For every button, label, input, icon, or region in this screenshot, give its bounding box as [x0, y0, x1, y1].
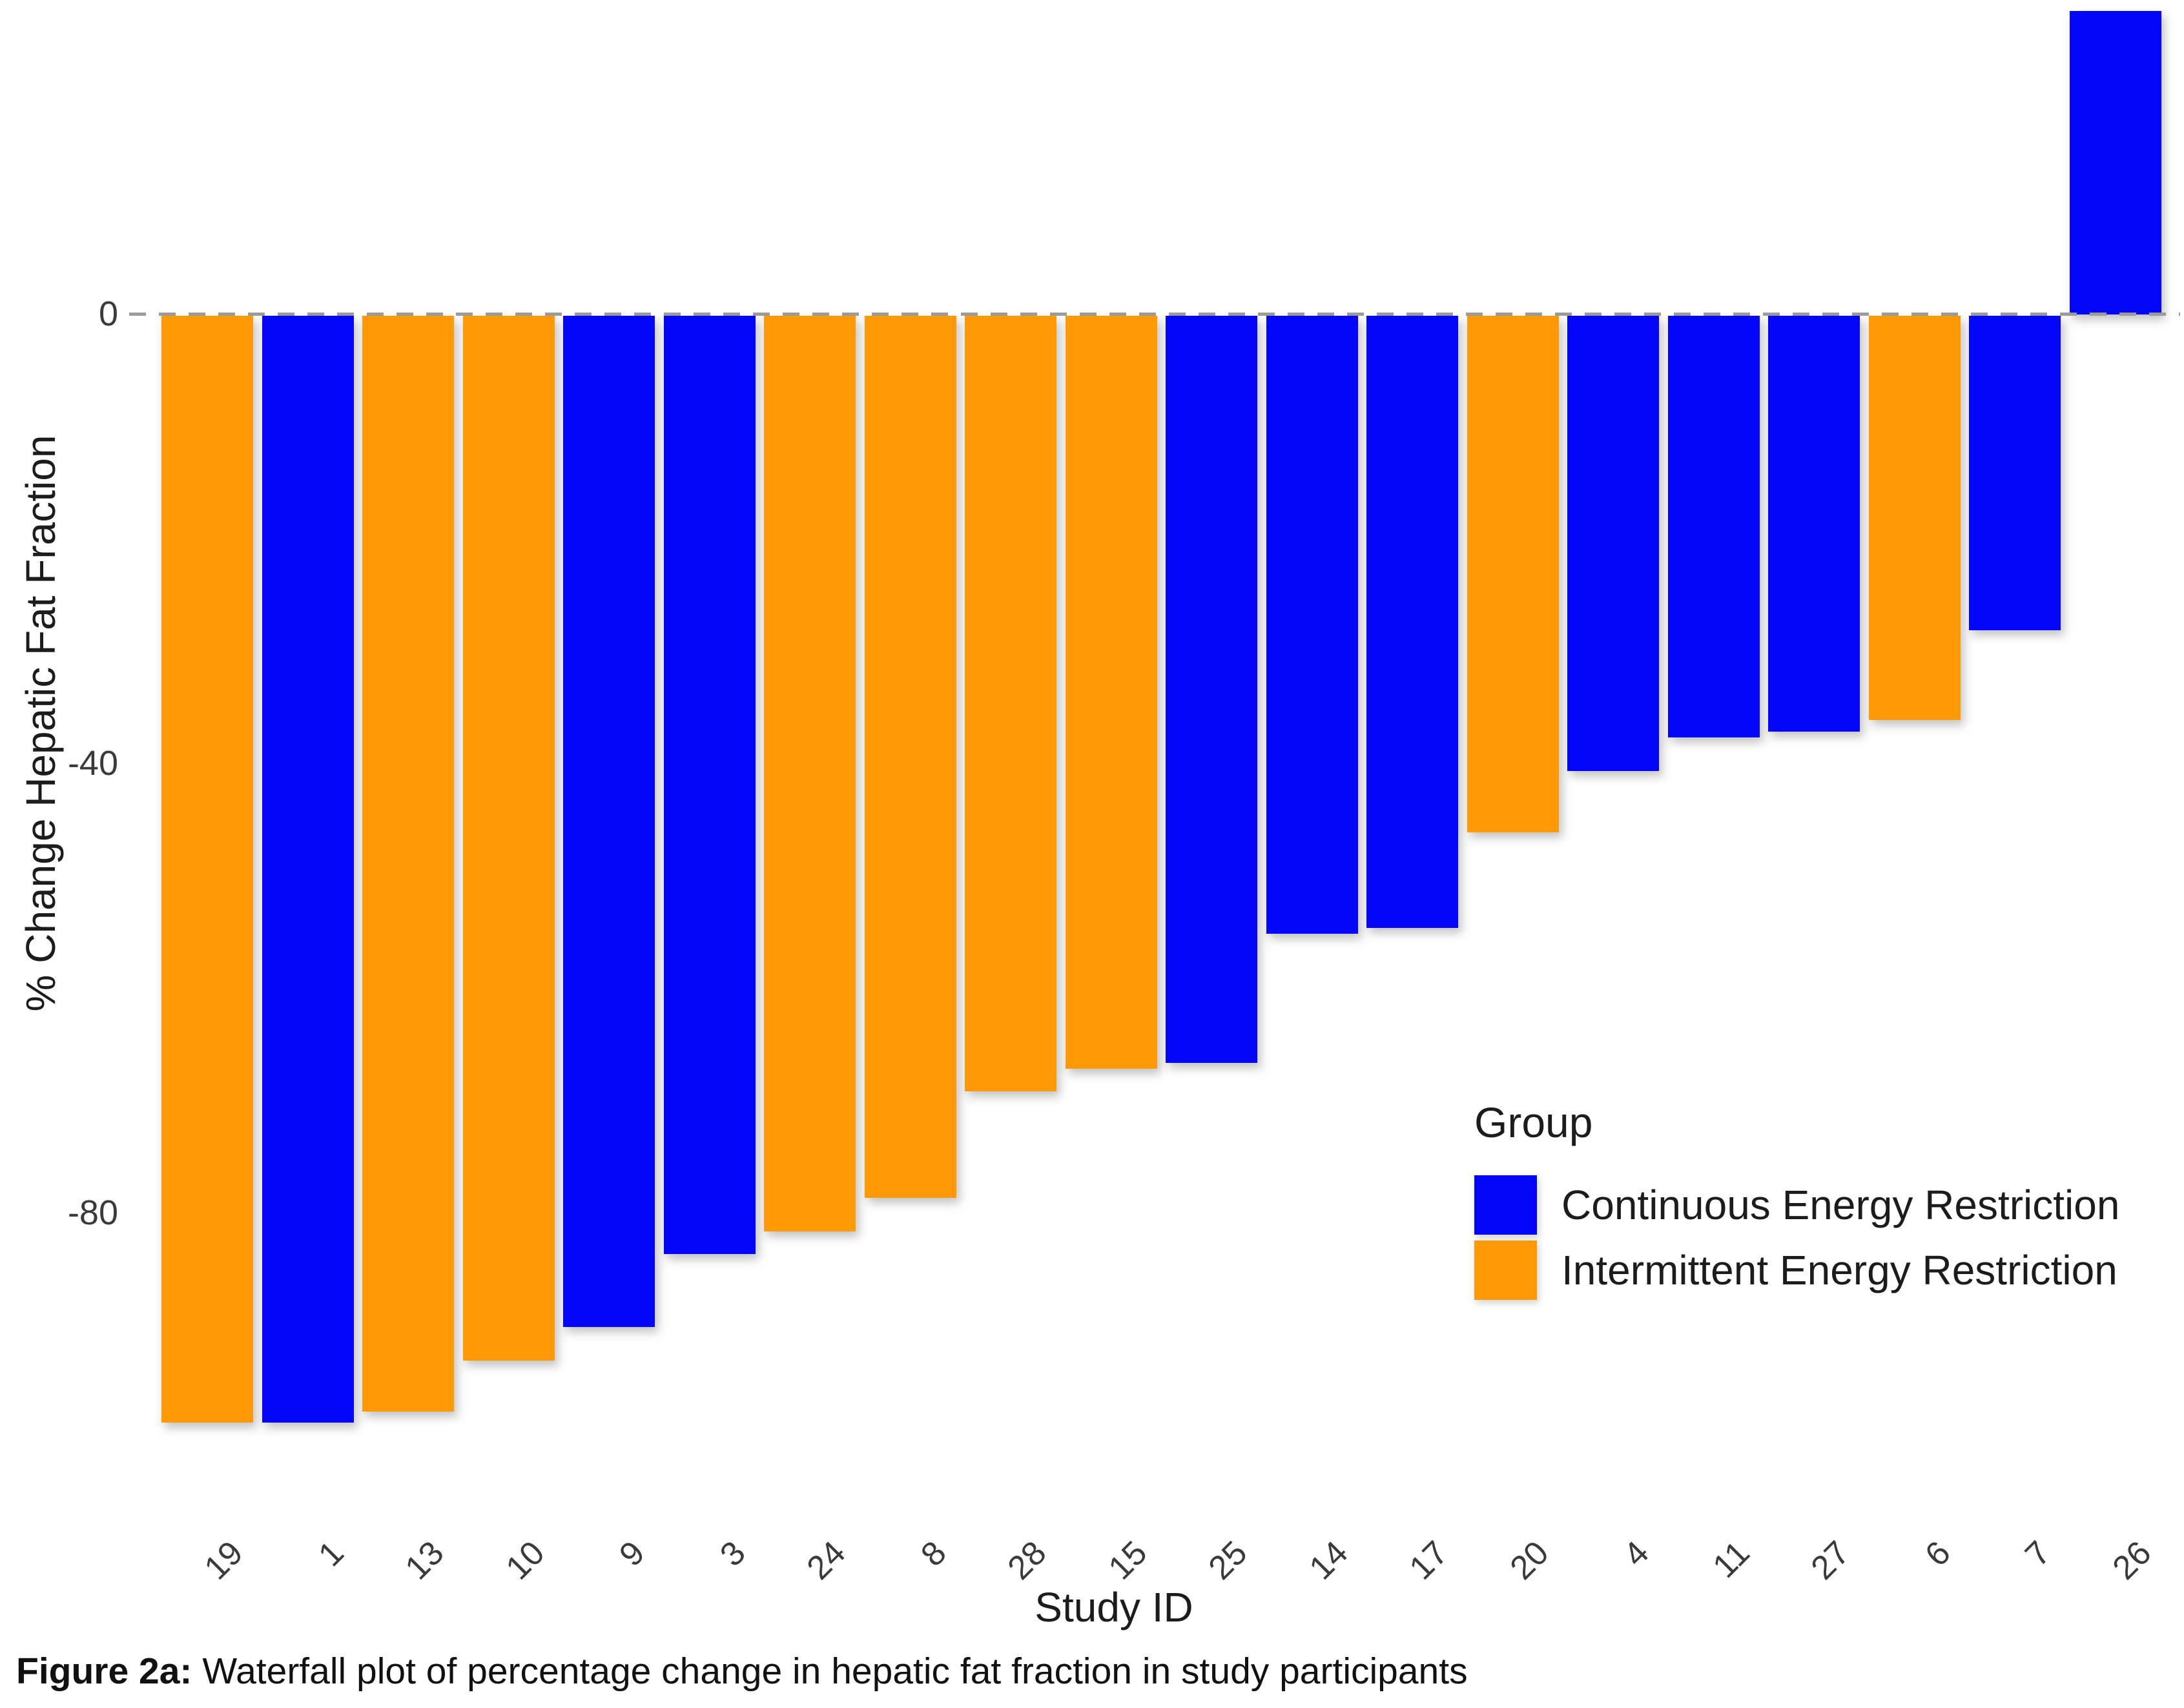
x-tick-label-8: 8	[913, 1534, 954, 1574]
x-axis-title: Study ID	[1035, 1584, 1193, 1631]
x-tick-label-24: 24	[799, 1534, 853, 1587]
y-tick-label--40: -40	[67, 743, 118, 783]
y-tick-label-0: 0	[98, 294, 118, 333]
bar-study-14	[1266, 316, 1358, 934]
y-axis-title: % Change Hepatic Fat Fraction	[17, 435, 64, 1012]
x-tick-label-6: 6	[1917, 1534, 1958, 1574]
x-tick-label-25: 25	[1201, 1534, 1255, 1587]
bar-study-10	[462, 316, 555, 1361]
x-tick-label-11: 11	[1705, 1534, 1757, 1585]
x-tick-label-27: 27	[1804, 1534, 1857, 1587]
bar-study-26	[2069, 11, 2161, 314]
legend: Group Continuous Energy Restriction Inter…	[1474, 1098, 2119, 1306]
legend-label-intermittent: Intermittent Energy Restriction	[1561, 1247, 2117, 1293]
x-tick-label-26: 26	[2105, 1534, 2159, 1587]
y-tick-label--80: -80	[67, 1193, 118, 1232]
legend-label-continuous: Continuous Energy Restriction	[1561, 1182, 2120, 1228]
x-tick-label-9: 9	[612, 1534, 652, 1574]
figure-caption: Figure 2a: Waterfall plot of percentage c…	[16, 1650, 1468, 1693]
bar-study-17	[1366, 316, 1458, 929]
bar-study-4	[1567, 316, 1659, 771]
legend-title: Group	[1474, 1098, 1593, 1146]
bar-study-13	[362, 316, 454, 1412]
bar-study-1	[262, 316, 354, 1423]
caption-label: Figure 2a:	[16, 1651, 192, 1692]
x-tick-label-7: 7	[2018, 1534, 2058, 1574]
x-tick-label-1: 1	[311, 1534, 351, 1574]
bar-study-8	[864, 316, 956, 1198]
x-tick-label-3: 3	[712, 1534, 753, 1574]
x-tick-label-15: 15	[1101, 1534, 1155, 1587]
bar-study-24	[764, 316, 856, 1232]
x-tick-label-17: 17	[1402, 1534, 1456, 1587]
legend-entries: Continuous Energy Restriction Intermitten…	[1474, 1175, 2119, 1300]
bar-study-11	[1667, 316, 1760, 737]
bar-study-15	[1065, 316, 1157, 1069]
x-tick-label-28: 28	[1000, 1534, 1054, 1587]
x-tick-label-20: 20	[1503, 1534, 1556, 1587]
bar-study-20	[1467, 316, 1559, 833]
caption-text: Waterfall plot of percentage change in h…	[202, 1651, 1468, 1692]
bar-study-25	[1166, 316, 1257, 1064]
x-tick-label-4: 4	[1616, 1534, 1656, 1574]
legend-entry-continuous: Continuous Energy Restriction	[1474, 1175, 2119, 1235]
x-tick-label-14: 14	[1302, 1534, 1355, 1587]
zero-baseline-dashed-line	[129, 313, 2180, 316]
x-tick-label-13: 13	[398, 1534, 451, 1587]
bar-study-3	[663, 316, 756, 1254]
bar-study-19	[161, 316, 253, 1423]
legend-swatch-intermittent	[1474, 1240, 1537, 1300]
bar-study-7	[1969, 316, 2061, 631]
bar-study-9	[563, 316, 655, 1327]
bar-study-27	[1768, 316, 1860, 732]
legend-entry-intermittent: Intermittent Energy Restriction	[1474, 1240, 2119, 1300]
bar-study-28	[965, 316, 1056, 1091]
bar-study-6	[1868, 316, 1961, 721]
x-tick-label-19: 19	[197, 1534, 251, 1587]
legend-swatch-continuous	[1474, 1175, 1537, 1235]
x-tick-label-10: 10	[499, 1534, 552, 1587]
